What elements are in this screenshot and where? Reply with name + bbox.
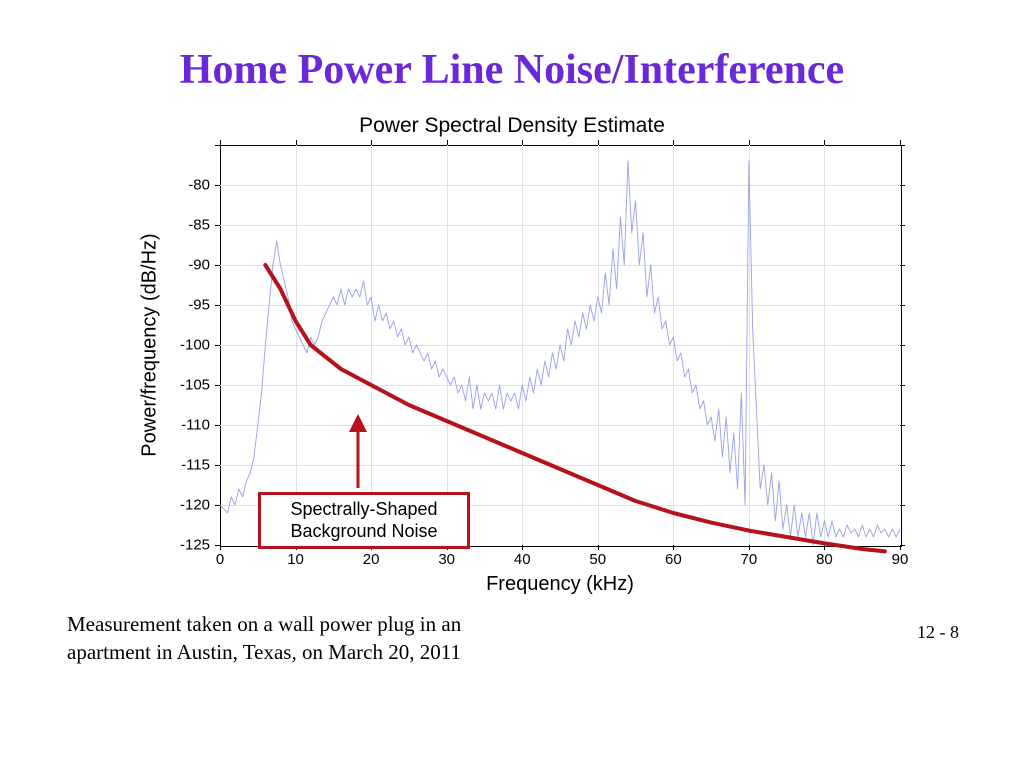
caption-line1: Measurement taken on a wall power plug i… — [67, 610, 461, 638]
caption: Measurement taken on a wall power plug i… — [67, 610, 461, 667]
annotation-line2: Background Noise — [269, 521, 459, 543]
caption-line2: apartment in Austin, Texas, on March 20,… — [67, 638, 461, 666]
annotation-box: Spectrally-ShapedBackground Noise — [258, 492, 470, 549]
annotation-line1: Spectrally-Shaped — [269, 499, 459, 521]
page-number: 12 - 8 — [917, 622, 959, 643]
